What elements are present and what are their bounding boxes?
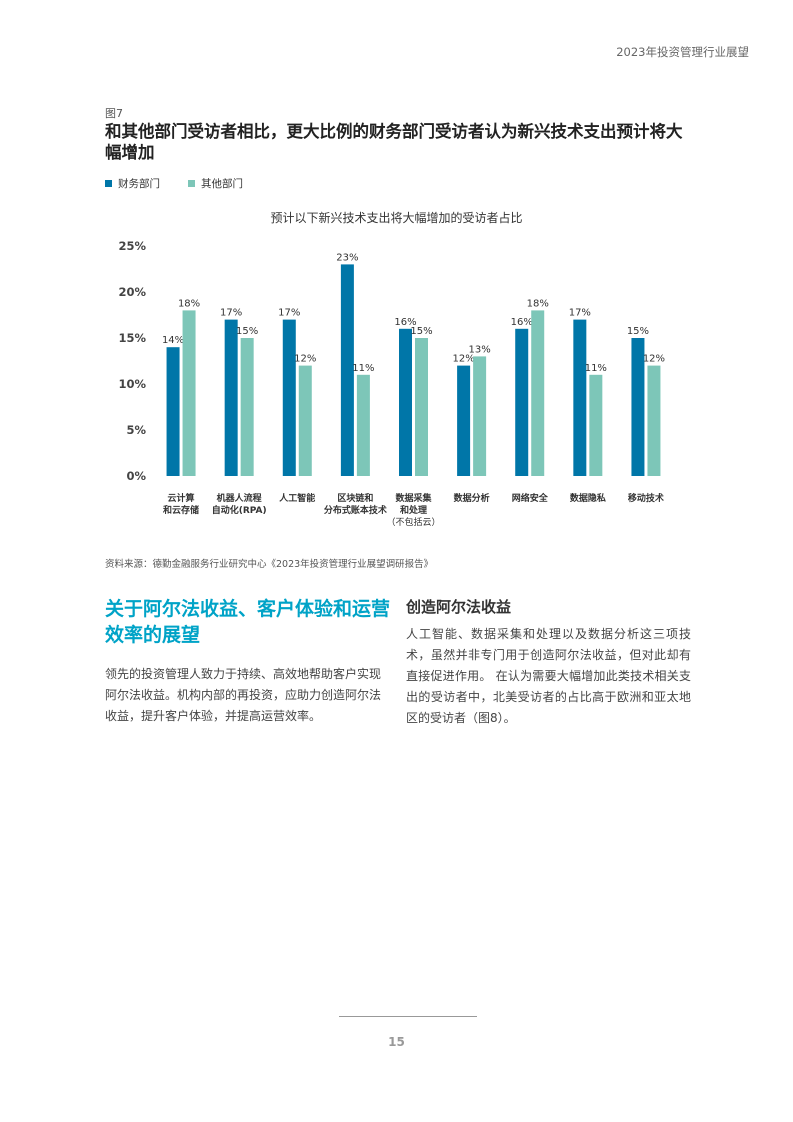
bar-finance (399, 328, 412, 476)
bar-finance (224, 319, 238, 476)
section-body-alpha: 人工智能、数据采集和处理以及数据分析这三项技术，虽然并非专门用于创造阿尔法收益，… (406, 627, 691, 725)
bar-other (240, 338, 254, 476)
bar-other (589, 374, 603, 476)
chart-legend: 财务部门 其他部门 (105, 176, 243, 191)
data-label-finance: 17% (278, 308, 300, 319)
x-tick-label: 自动化(RPA) (212, 504, 267, 516)
x-tick-label: 区块链和 (337, 492, 373, 504)
bar-other (647, 365, 661, 476)
bar-finance (457, 365, 471, 476)
legend-swatch-other (188, 180, 195, 187)
bar-other (531, 310, 545, 476)
data-label-finance: 15% (627, 326, 649, 337)
x-tick-label: （不包括云） (386, 516, 440, 528)
data-label-finance: 14% (162, 335, 184, 346)
y-tick-label: 5% (126, 423, 146, 437)
section-heading-alpha: 创造阿尔法收益 (406, 598, 512, 616)
bar-other (182, 310, 196, 476)
figure-label: 图7 (105, 107, 123, 120)
bar-finance (166, 347, 180, 476)
data-label-finance: 16% (511, 317, 533, 328)
legend-swatch-finance (105, 180, 112, 187)
bar-other (473, 356, 487, 476)
x-tick-label: 数据分析 (454, 492, 490, 504)
source-note: 资料来源：德勤金融服务行业研究中心《2023年投资管理行业展望调研报告》 (105, 559, 434, 570)
x-tick-label: 和处理 (399, 504, 427, 516)
data-label-other: 11% (352, 363, 374, 374)
legend-label-other: 其他部门 (201, 178, 243, 190)
bar-finance (340, 264, 354, 476)
data-label-finance: 16% (394, 317, 416, 328)
bar-finance (631, 338, 645, 476)
data-label-other: 18% (527, 298, 549, 309)
legend-item-other: 其他部门 (188, 176, 243, 191)
x-tick-label: 人工智能 (278, 492, 315, 504)
data-label-other: 13% (468, 344, 490, 355)
data-label-finance: 12% (452, 354, 474, 365)
bar-finance (515, 328, 529, 476)
bar-finance (573, 319, 587, 476)
bar-other (356, 374, 370, 476)
data-label-other: 11% (585, 363, 607, 374)
data-label-other: 18% (178, 298, 200, 309)
data-label-finance: 17% (569, 308, 591, 319)
x-tick-label: 云计算 (168, 492, 195, 504)
running-header: 2023年投资管理行业展望 (616, 45, 749, 59)
y-tick-label: 20% (118, 285, 146, 299)
page-number: 15 (388, 1035, 405, 1049)
data-label-finance: 17% (220, 308, 242, 319)
data-label-other: 12% (294, 354, 316, 365)
section-heading-outlook: 关于阿尔法收益、客户体验和运营效率的展望 (105, 598, 391, 646)
y-tick-label: 25% (118, 239, 146, 253)
data-label-other: 12% (643, 354, 665, 365)
x-tick-label: 机器人流程 (217, 492, 262, 504)
section-body-outlook: 领先的投资管理人致力于持续、高效地帮助客户实现阿尔法收益。机构内部的再投资，应助… (105, 667, 382, 723)
legend-label-finance: 财务部门 (118, 178, 160, 190)
x-tick-label: 网络安全 (512, 492, 549, 504)
y-tick-label: 0% (126, 469, 146, 483)
y-tick-label: 15% (118, 331, 146, 345)
x-tick-label: 分布式账本技术 (324, 504, 387, 516)
bar-finance (282, 319, 296, 476)
x-tick-label: 数据采集 (395, 492, 432, 504)
footer-divider (339, 1016, 477, 1017)
legend-item-finance: 财务部门 (105, 176, 160, 191)
x-tick-label: 和云存储 (162, 504, 199, 516)
y-tick-label: 10% (118, 377, 146, 391)
data-label-other: 15% (410, 326, 432, 337)
data-label-finance: 23% (336, 252, 358, 263)
bar-other (415, 338, 428, 476)
x-tick-label: 移动技术 (628, 492, 664, 504)
data-label-other: 15% (236, 326, 258, 337)
bar-other (298, 365, 312, 476)
x-tick-label: 数据隐私 (570, 492, 606, 504)
figure-title: 和其他部门受访者相比，更大比例的财务部门受访者认为新兴技术支出预计将大幅增加 (105, 122, 683, 162)
chart-title: 预计以下新兴技术支出将大幅增加的受访者占比 (270, 211, 523, 225)
